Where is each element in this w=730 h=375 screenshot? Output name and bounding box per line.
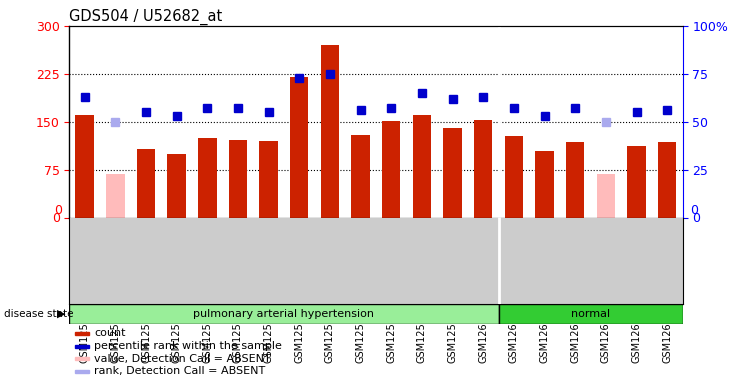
Bar (504, 136, 523, 218)
Text: percentile rank within the sample: percentile rank within the sample (94, 341, 282, 351)
Bar (75, 370, 89, 373)
Bar (499, 304, 683, 324)
Text: 0: 0 (54, 204, 62, 218)
Text: pulmonary arterial hypertension: pulmonary arterial hypertension (193, 309, 374, 319)
Bar (412, 116, 431, 218)
Bar (106, 174, 125, 217)
Bar (228, 140, 247, 218)
Bar (596, 174, 615, 217)
Text: value, Detection Call = ABSENT: value, Detection Call = ABSENT (94, 354, 271, 364)
Bar (75, 116, 94, 218)
Bar (198, 138, 217, 218)
Text: GDS504 / U52682_at: GDS504 / U52682_at (69, 9, 223, 25)
Bar (320, 45, 339, 218)
Text: ▶: ▶ (57, 309, 66, 319)
Bar (566, 142, 585, 218)
Bar (535, 150, 554, 217)
Bar (75, 357, 89, 360)
Bar (658, 142, 677, 218)
Text: 0: 0 (690, 204, 698, 218)
Text: disease state: disease state (4, 309, 73, 319)
Text: count: count (94, 328, 126, 339)
Bar (259, 141, 278, 218)
Bar (474, 120, 493, 218)
Bar (443, 128, 462, 217)
Bar (351, 135, 370, 218)
Bar (167, 154, 186, 218)
Text: rank, Detection Call = ABSENT: rank, Detection Call = ABSENT (94, 366, 265, 375)
Bar (69, 304, 499, 324)
Bar (75, 332, 89, 335)
Bar (137, 148, 155, 217)
Bar (627, 146, 646, 218)
Bar (75, 345, 89, 348)
Bar (382, 121, 401, 218)
Bar (290, 77, 309, 218)
Text: normal: normal (571, 309, 610, 319)
